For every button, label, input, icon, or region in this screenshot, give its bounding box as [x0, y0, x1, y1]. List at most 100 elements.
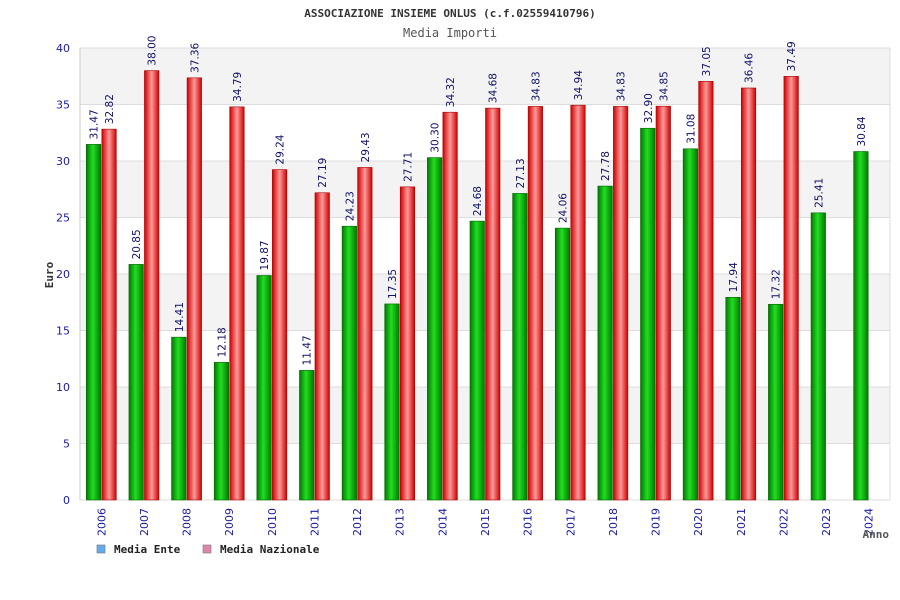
data-label: 34.83 [530, 71, 542, 101]
data-label: 24.23 [344, 191, 356, 221]
data-label: 14.41 [174, 302, 186, 332]
bar-media-ente [597, 185, 613, 501]
x-axis-ticks: 2006 2007 2008 2009 2010 2011 2012 2013 2014 2015… [95, 508, 875, 536]
x-tick-label: 2015 [479, 508, 492, 536]
bar-media-ente [384, 303, 400, 501]
data-label: 24.68 [472, 186, 484, 216]
bar-media-nazionale [229, 106, 245, 501]
x-tick-label: 2017 [564, 508, 577, 536]
data-label: 17.35 [387, 269, 399, 299]
data-label: 32.82 [104, 94, 116, 124]
y-tick-label: 40 [56, 42, 70, 55]
y-tick-label: 35 [56, 99, 70, 112]
data-label: 30.30 [430, 123, 442, 153]
data-label: 38.00 [147, 36, 159, 66]
data-label: 34.79 [232, 72, 244, 102]
x-tick-label: 2010 [266, 508, 279, 536]
bar-media-ente [86, 144, 102, 501]
bar-media-nazionale [783, 76, 799, 501]
data-label: 36.46 [744, 53, 756, 83]
data-label: 27.13 [515, 158, 527, 188]
bar-media-nazionale [442, 111, 458, 501]
bar-media-nazionale [144, 70, 160, 501]
x-tick-label: 2012 [351, 508, 364, 536]
x-tick-label: 2019 [650, 508, 663, 536]
bar-media-nazionale [613, 106, 629, 501]
data-label: 12.18 [216, 327, 228, 357]
bar-media-nazionale [101, 128, 117, 501]
legend-label-media-ente: Media Ente [114, 543, 181, 556]
bar-media-nazionale [272, 169, 288, 501]
bar-media-nazionale [655, 105, 671, 501]
data-label: 34.83 [616, 71, 628, 101]
data-label: 29.43 [360, 132, 372, 162]
x-tick-label: 2021 [735, 508, 748, 536]
y-tick-label: 25 [56, 212, 70, 225]
bar-media-ente [725, 296, 741, 501]
data-label: 19.87 [259, 240, 271, 270]
bar-media-ente [299, 370, 315, 501]
bar-media-ente [128, 264, 144, 501]
data-label: 30.84 [856, 116, 868, 146]
bar-media-nazionale [399, 186, 416, 501]
x-axis-label: Anno [863, 528, 890, 541]
y-tick-label: 5 [63, 438, 70, 451]
data-label: 37.05 [701, 46, 713, 76]
legend-swatch-media-ente [96, 544, 106, 554]
chart-subtitle: Media Importi [403, 26, 497, 40]
bar-media-nazionale [698, 81, 714, 501]
data-label: 31.08 [685, 114, 697, 144]
data-label: 34.68 [488, 73, 500, 103]
data-label: 17.94 [728, 262, 740, 292]
bar-media-ente [427, 157, 443, 501]
bar-media-ente [256, 275, 272, 501]
y-axis-ticks: 0 5 10 15 20 25 30 35 40 [56, 42, 70, 507]
data-label: 31.47 [89, 109, 101, 139]
data-label: 27.71 [402, 152, 414, 182]
y-tick-label: 30 [56, 155, 70, 168]
bar-media-nazionale [186, 77, 202, 501]
x-tick-label: 2006 [95, 508, 108, 536]
x-tick-label: 2024 [863, 508, 876, 536]
x-tick-label: 2007 [138, 508, 151, 536]
x-tick-label: 2020 [692, 508, 705, 536]
x-tick-label: 2018 [607, 508, 620, 536]
data-label: 24.06 [558, 193, 570, 223]
bar-media-ente [768, 303, 784, 501]
bar-media-nazionale [570, 104, 586, 501]
x-tick-label: 2011 [308, 508, 321, 536]
x-tick-label: 2009 [223, 508, 236, 536]
bar-media-nazionale [314, 192, 330, 501]
data-label: 32.90 [643, 93, 655, 123]
bar-media-nazionale [740, 87, 757, 501]
bar-media-nazionale [527, 106, 543, 501]
x-tick-label: 2014 [436, 508, 449, 536]
y-tick-label: 15 [56, 325, 70, 338]
data-label: 37.49 [786, 41, 798, 71]
y-tick-label: 10 [56, 381, 70, 394]
data-label: 17.32 [771, 269, 783, 299]
bar-media-ente [682, 148, 698, 501]
legend: Media Ente Media Nazionale [96, 543, 320, 556]
bar-media-ente [469, 220, 485, 501]
y-tick-label: 0 [63, 494, 70, 507]
x-tick-label: 2008 [181, 508, 194, 536]
data-label: 37.36 [189, 42, 201, 72]
bar-media-ente [853, 151, 869, 501]
bars-group: 31.47 20.85 14.41 12.18 19.87 11.47 24.23 17.35… [86, 36, 869, 501]
data-label: 27.78 [600, 151, 612, 181]
legend-label-media-nazionale: Media Nazionale [220, 543, 320, 556]
bar-media-ente [810, 212, 826, 501]
legend-swatch-media-nazionale [202, 544, 212, 554]
x-tick-label: 2023 [820, 508, 833, 536]
data-label: 11.47 [302, 335, 314, 365]
data-label: 29.24 [275, 134, 287, 164]
bar-media-ente [640, 127, 656, 501]
x-tick-label: 2022 [777, 508, 790, 536]
data-label: 34.32 [445, 77, 457, 107]
bar-media-nazionale [357, 167, 373, 501]
bar-media-nazionale [485, 107, 501, 501]
data-label: 20.85 [131, 229, 143, 259]
x-tick-label: 2013 [394, 508, 407, 536]
data-label: 34.85 [658, 71, 670, 101]
